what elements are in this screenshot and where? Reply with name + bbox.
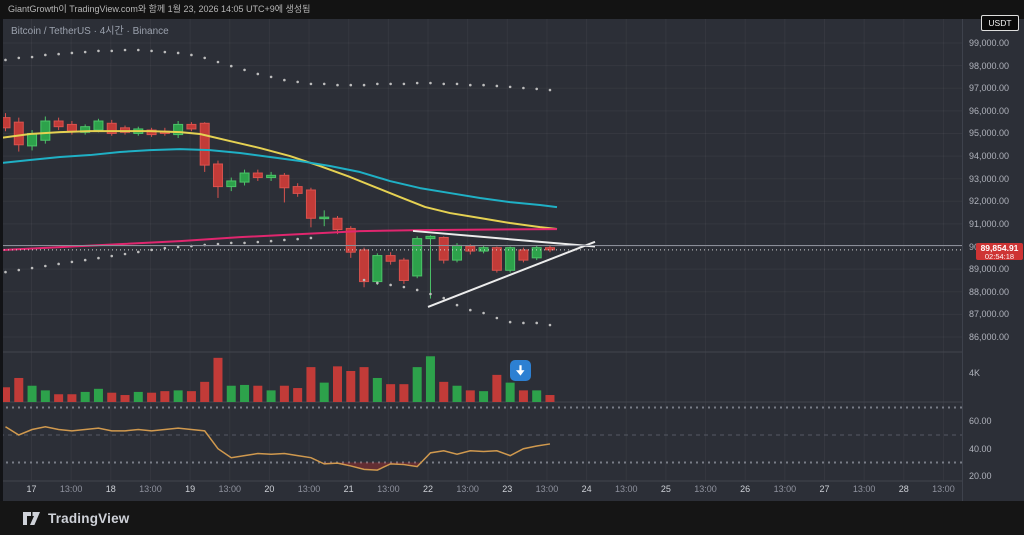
down-arrow-icon [516,365,525,376]
ma-yellow [0,130,558,231]
price-axis-label: 97,000.00 [969,83,1010,94]
time-axis-label: 27 [819,484,830,494]
price-axis-label: 88,000.00 [969,286,1010,297]
last-price-badge: 89,854.91 02:54:18 [976,243,1023,260]
attribution-text: GiantGrowth이 TradingView.com와 함께 1월 23, … [8,4,311,14]
scroll-to-realtime-button[interactable] [510,360,531,381]
time-axis-label: 26 [740,484,751,494]
volume-bars [1,356,555,402]
left-edge-strip [0,19,3,501]
price-axis-label: 95,000.00 [969,128,1010,139]
price-axis-label: 91,000.00 [969,218,1010,229]
time-axis-label: 13:00 [614,484,638,494]
price-lines [0,245,962,251]
time-axis-label: 13:00 [456,484,479,494]
candlestick-series [0,113,555,299]
time-axis-label: 13:00 [932,484,955,494]
time-axis-label: 24 [581,484,592,494]
time-axis-label: 13:00 [377,484,400,494]
symbol-title: Bitcoin / TetherUS · 4시간 · Binance [11,26,169,37]
time-axis-label: 21 [343,484,354,494]
time-axis-label: 23 [502,484,513,494]
tradingview-wordmark[interactable]: TradingView [48,510,130,526]
last-price-value: 89,854.91 [980,243,1019,253]
price-axis-label: 89,000.00 [969,264,1010,275]
price-axis-label: 87,000.00 [969,309,1010,320]
triangle-drawing [412,229,596,308]
rsi-axis-label: 20.00 [969,471,992,482]
price-axis-label: 86,000.00 [969,332,1010,342]
time-axis-label: 13:00 [218,484,242,494]
time-axis-label: 22 [422,484,434,494]
chart-canvas[interactable] [0,0,962,501]
time-axis-label: 18 [105,484,116,494]
price-axis-label: 98,000.00 [969,60,1010,71]
time-axis-label: 17 [26,484,37,494]
time-axis-label: 19 [185,484,196,494]
currency-toggle-button[interactable]: USDT [981,15,1019,31]
price-axis-label: 93,000.00 [969,173,1010,184]
rsi-axis-label: 40.00 [969,443,992,454]
time-axis-label: 13:00 [297,484,321,494]
attribution-bar: GiantGrowth이 TradingView.com와 함께 1월 23, … [0,0,1024,19]
time-axis-label: 25 [660,484,671,494]
rsi-axis-label: 60.00 [969,416,992,427]
time-axis-label: 28 [898,484,909,494]
price-axis-label: 99,000.00 [969,38,1010,48]
moving-averages [0,130,558,252]
ma-cyan [0,148,558,209]
tradingview-logo-icon[interactable] [22,510,41,527]
time-axis-label: 13:00 [139,484,162,494]
footer-bar: TradingView [0,501,1024,535]
time-axis-label: 13:00 [694,484,717,494]
rsi-pane [0,406,962,471]
volume-axis-label: 4K [969,368,981,378]
time-axis-label: 13:00 [59,484,83,494]
price-axis-separator [962,19,963,501]
time-axis-label: 13:00 [773,484,797,494]
price-axis-label: 96,000.00 [969,105,1010,116]
bar-countdown: 02:54:18 [984,252,1015,261]
price-axis-label: 94,000.00 [969,151,1010,162]
price-axis-label: 92,000.00 [969,196,1010,207]
time-axis-label: 20 [264,484,275,494]
time-axis-label: 13:00 [535,484,559,494]
time-axis-label: 13:00 [852,484,876,494]
sar-dots [4,48,552,327]
